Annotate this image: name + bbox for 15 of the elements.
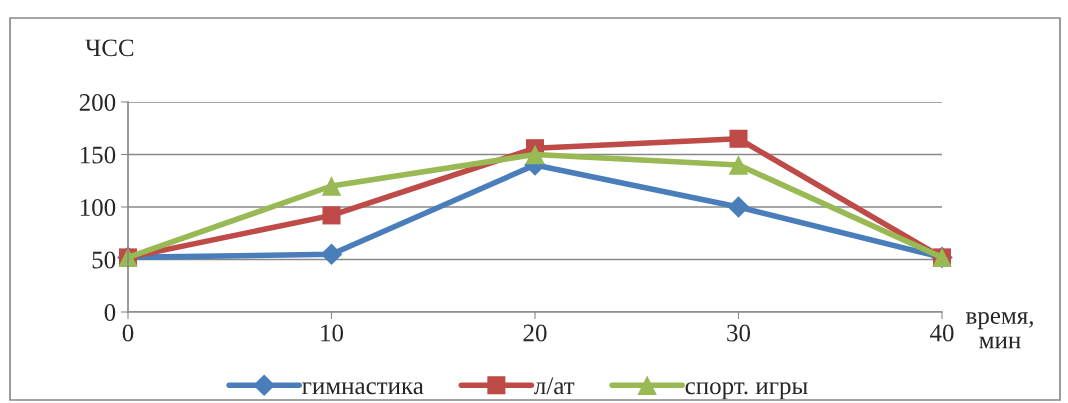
x-tick-label: 20 <box>523 324 547 342</box>
x-tick-label: 10 <box>321 324 344 342</box>
legend-label: л/ат <box>534 377 575 395</box>
y-tick-label: 100 <box>80 199 116 216</box>
x-tick-label: 30 <box>727 324 751 342</box>
x-tick-label: 40 <box>929 324 954 342</box>
legend-label: гимнастика <box>302 382 424 395</box>
y-axis-title: ЧСС <box>85 39 134 57</box>
x-tick-label: 0 <box>122 324 134 342</box>
y-tick-label: 200 <box>79 94 116 111</box>
y-tick-label: 0 <box>104 304 116 321</box>
y-tick-label: 50 <box>92 251 116 269</box>
y-tick-label: 150 <box>80 146 116 164</box>
x-axis-title: время, мин <box>965 312 1033 349</box>
legend-label: спорт. игры <box>685 382 808 400</box>
